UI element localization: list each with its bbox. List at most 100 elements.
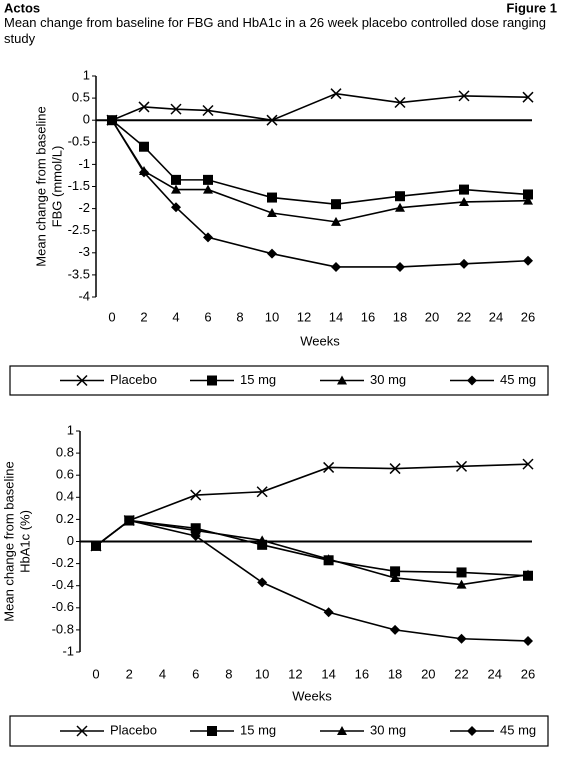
x-tick-label: 12 [288,666,302,681]
marker [207,726,217,736]
y-tick-label: 1 [83,67,90,82]
marker [459,196,469,206]
x-tick-label: 10 [255,666,269,681]
y-tick-label: -0.8 [52,621,74,636]
y-tick-label: 0 [83,112,90,127]
y-axis-label: FBG (mmol/L) [49,146,64,228]
series-line [95,519,529,642]
x-tick-label: 10 [265,309,279,324]
marker [337,726,347,735]
x-tick-label: 2 [140,309,147,324]
marker [190,489,202,501]
x-tick-label: 6 [192,666,199,681]
marker [467,375,477,386]
marker [395,191,405,202]
marker [456,460,468,472]
x-tick-label: 2 [126,666,133,681]
marker [458,90,470,102]
x-tick-label: 8 [225,666,232,681]
marker [522,458,534,470]
y-tick-label: -3.5 [68,266,90,281]
marker [331,199,341,210]
legend-box [9,365,549,396]
marker [456,579,467,589]
marker [323,461,335,473]
y-tick-label: -0.2 [52,555,74,570]
x-tick-label: 16 [361,309,375,324]
marker [76,374,88,387]
y-tick-label: -1 [62,643,74,658]
marker [459,258,469,269]
legend-label: 30 mg [370,372,406,387]
x-tick-label: 4 [172,309,179,324]
y-tick-label: -0.6 [52,599,74,614]
x-tick-label: 14 [321,666,335,681]
header-right: Figure 1 [506,0,557,15]
marker [390,566,401,577]
x-tick-label: 18 [388,666,402,681]
y-tick-label: 0.4 [56,489,74,504]
y-tick-label: -2.5 [68,222,90,237]
series-line [95,463,529,547]
marker [394,96,406,109]
marker [257,539,268,550]
marker [203,184,213,194]
marker [331,261,341,272]
x-tick-label: 12 [297,309,311,324]
marker [207,375,217,386]
legend-label: 15 mg [240,722,276,737]
x-tick-label: 22 [457,309,471,324]
legend-label: Placebo [110,372,157,387]
marker [459,184,469,195]
marker [395,261,405,272]
marker [203,232,213,243]
x-tick-label: 24 [489,309,503,324]
y-tick-label: 1 [67,422,74,437]
title-box: Mean change from baseline for FBG and Hb… [4,15,546,46]
marker [257,577,268,588]
marker [523,635,533,646]
marker [124,515,135,526]
marker [256,486,268,498]
x-tick-label: 20 [421,666,435,681]
marker [190,530,201,541]
x-tick-label: 0 [92,666,99,681]
marker [323,607,334,618]
marker [170,103,182,115]
legend-label: Placebo [110,722,157,737]
y-tick-label: -1.5 [68,178,90,193]
marker [337,375,347,385]
marker [323,554,334,564]
y-tick-label: -1 [78,156,90,171]
marker [139,167,149,178]
marker [389,463,401,475]
y-tick-label: 0.6 [56,467,74,482]
marker [171,184,181,194]
x-tick-label: 22 [454,666,468,681]
x-tick-label: 8 [236,309,243,324]
x-axis-label: Weeks [300,333,340,348]
legend-label: 30 mg [370,722,406,737]
x-tick-label: 26 [521,666,535,681]
y-tick-label: -2 [78,200,90,215]
marker [139,141,149,152]
y-tick-label: -4 [78,288,90,303]
marker [266,114,278,126]
marker [467,726,477,736]
x-tick-label: 20 [425,309,439,324]
y-tick-label: 0.8 [56,445,74,460]
x-tick-label: 6 [204,309,211,324]
x-axis-label: Weeks [292,688,332,703]
marker [522,91,534,103]
marker [267,192,277,203]
y-tick-label: -0.4 [52,577,74,592]
marker [331,216,341,226]
marker [202,104,214,117]
marker [203,174,213,185]
title: Mean change from baseline for FBG and Hb… [4,15,546,46]
marker [257,535,268,545]
y-tick-label: -0.5 [68,134,90,149]
series-line [95,519,529,586]
marker [267,208,277,218]
